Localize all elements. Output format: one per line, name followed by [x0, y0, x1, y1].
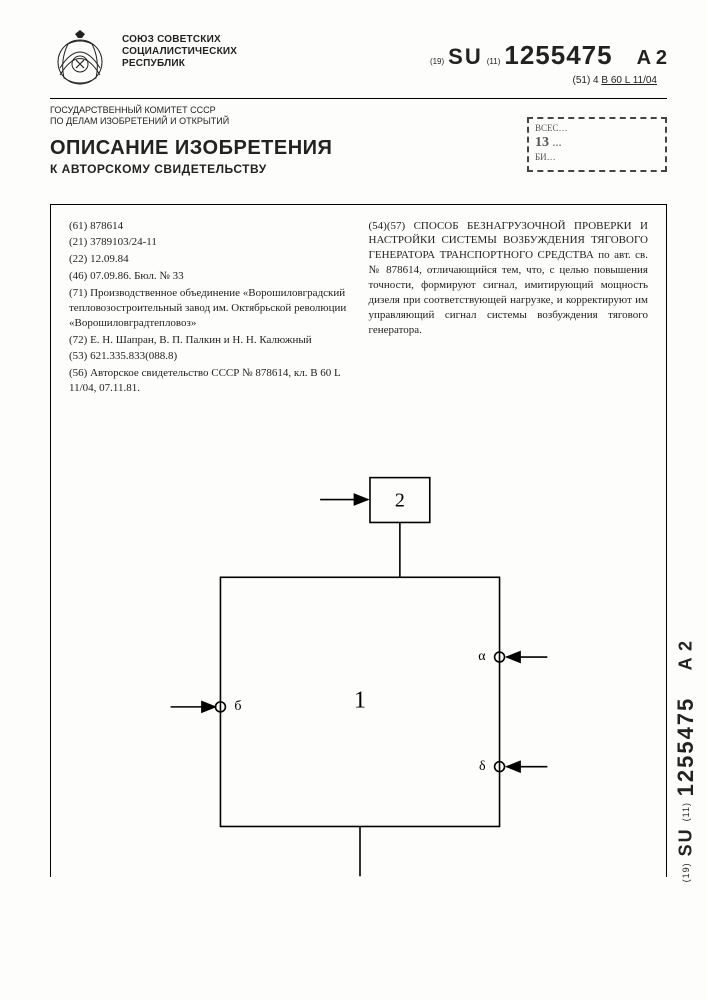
patent-suffix: A 2 — [617, 47, 667, 70]
field-22: (22) 12.09.84 — [69, 252, 349, 267]
field-21: (21) 3789103/24-11 — [69, 235, 349, 250]
header-row: СОЮЗ СОВЕТСКИХ СОЦИАЛИСТИЧЕСКИХ РЕСПУБЛИ… — [50, 30, 667, 99]
block-diagram: 2 1 α δ б — [51, 457, 666, 877]
abstract: (54)(57) СПОСОБ БЕЗНАГРУЗОЧНОЙ ПРОВЕРКИ … — [369, 219, 649, 338]
doc-title: ОПИСАНИЕ ИЗОБРЕТЕНИЯ — [50, 137, 332, 160]
bibliographic-frame: (61) 878614 (21) 3789103/24-11 (22) 12.0… — [50, 204, 667, 457]
field-61: (61) 878614 — [69, 219, 349, 234]
right-column: (54)(57) СПОСОБ БЕЗНАГРУЗОЧНОЙ ПРОВЕРКИ … — [369, 219, 649, 449]
svg-text:1: 1 — [354, 687, 366, 713]
svg-text:α: α — [478, 649, 485, 664]
left-column: (61) 878614 (21) 3789103/24-11 (22) 12.0… — [69, 219, 349, 449]
side-suffix: A 2 — [676, 640, 697, 690]
field-46: (46) 07.09.86. Бюл. № 33 — [69, 269, 349, 284]
side-pre: (19) — [681, 862, 691, 882]
stamp-line: БИ… — [535, 152, 659, 164]
stamp-line: 13 — [535, 135, 549, 150]
org-line: РЕСПУБЛИК — [122, 58, 418, 70]
field-72: (72) Е. Н. Шапран, В. П. Палкин и Н. Н. … — [69, 333, 349, 348]
field-56: (56) Авторское свидетельство СССР № 8786… — [69, 366, 349, 396]
side-number: 1255475 — [673, 696, 699, 796]
class-pre: (51) 4 — [572, 75, 598, 86]
side-pre: (11) — [681, 802, 691, 821]
svg-text:δ: δ — [479, 758, 486, 773]
org-name: СОЮЗ СОВЕТСКИХ СОЦИАЛИСТИЧЕСКИХ РЕСПУБЛИ… — [122, 30, 418, 70]
doc-subtitle: К АВТОРСКОМУ СВИДЕТЕЛЬСТВУ — [50, 162, 332, 176]
header-right: (19) SU (11) 1255475 A 2 (51) 4 B 60 L 1… — [430, 30, 667, 86]
figure-frame: 2 1 α δ б — [50, 457, 667, 877]
patent-code: (19) SU (11) 1255475 A 2 — [430, 30, 667, 71]
title-row: ОПИСАНИЕ ИЗОБРЕТЕНИЯ К АВТОРСКОМУ СВИДЕТ… — [50, 137, 667, 192]
ipc-class: (51) 4 B 60 L 11/04 — [430, 75, 667, 86]
side-patent-code: (19) SU (11) 1255475 A 2 — [673, 640, 699, 882]
side-country: SU — [676, 827, 697, 856]
org-line: СОЦИАЛИСТИЧЕСКИХ — [122, 46, 418, 58]
field-71: (71) Производственное объединение «Ворош… — [69, 286, 349, 331]
svg-text:2: 2 — [395, 489, 405, 511]
field-53: (53) 621.335.833(088.8) — [69, 349, 349, 364]
patent-number: 1255475 — [504, 40, 612, 71]
class-value: B 60 L 11/04 — [601, 75, 657, 86]
stamp-line: ВСЕС… — [535, 123, 659, 135]
committee-line: ГОСУДАРСТВЕННЫЙ КОМИТЕТ СССР — [50, 105, 667, 116]
org-line: СОЮЗ СОВЕТСКИХ — [122, 34, 418, 46]
code-pre: (19) — [430, 57, 444, 66]
title-block: ОПИСАНИЕ ИЗОБРЕТЕНИЯ К АВТОРСКОМУ СВИДЕТ… — [50, 137, 332, 176]
code-country: SU — [448, 44, 483, 70]
ussr-emblem-icon — [50, 30, 110, 90]
registration-stamp: ВСЕС… 13 … БИ… — [527, 117, 667, 172]
page: СОЮЗ СОВЕТСКИХ СОЦИАЛИСТИЧЕСКИХ РЕСПУБЛИ… — [0, 0, 707, 1000]
code-pre: (11) — [487, 57, 501, 66]
svg-text:б: б — [234, 699, 241, 714]
